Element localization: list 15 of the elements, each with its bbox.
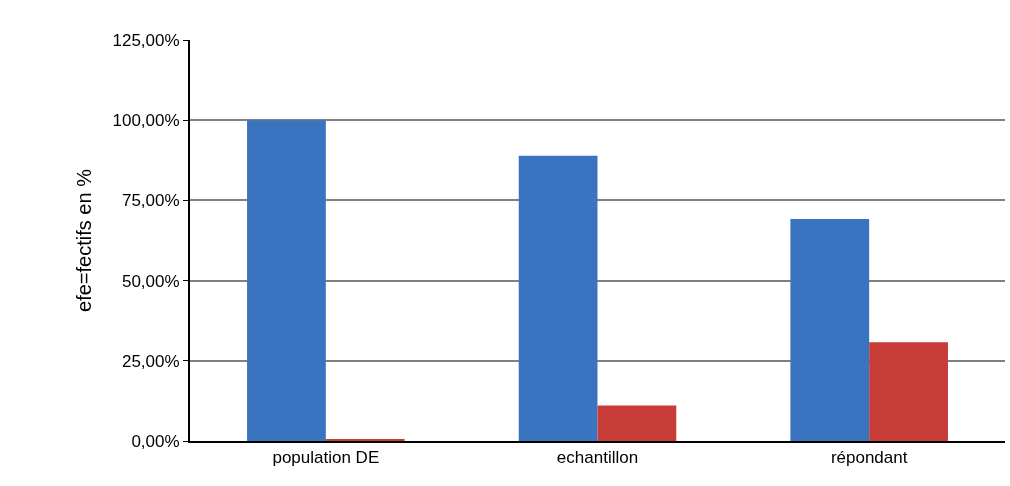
bar [518,155,598,441]
bar [247,120,326,441]
bar [869,342,948,441]
x-tick-label: population DE [272,448,380,468]
y-axis-title: efe=fectifs en % [73,168,96,312]
y-tick-label: 25,00% [121,351,180,371]
bar [790,219,870,441]
x-tick-label: répondant [830,448,908,468]
y-tick-label: 50,00% [121,271,180,291]
bar [597,405,677,441]
y-tick-label: 125,00% [112,30,180,50]
y-tick-label: 0,00% [131,431,180,451]
y-tick-label: 100,00% [112,111,180,131]
x-tick-label: echantillon [556,448,639,468]
y-tick-label: 75,00% [121,191,180,211]
